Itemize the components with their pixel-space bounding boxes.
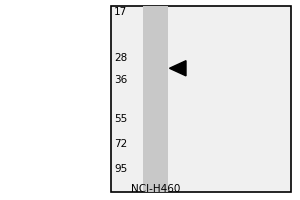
Text: NCI-H460: NCI-H460 (130, 184, 180, 194)
Text: 17: 17 (114, 7, 128, 17)
Text: 36: 36 (114, 75, 128, 85)
Text: 72: 72 (114, 139, 128, 149)
Bar (111, 6, 291, 192)
Text: 95: 95 (114, 164, 128, 174)
Text: 28: 28 (114, 53, 128, 63)
Polygon shape (169, 61, 186, 76)
Text: 55: 55 (114, 114, 128, 124)
Bar (142, 6, 168, 192)
